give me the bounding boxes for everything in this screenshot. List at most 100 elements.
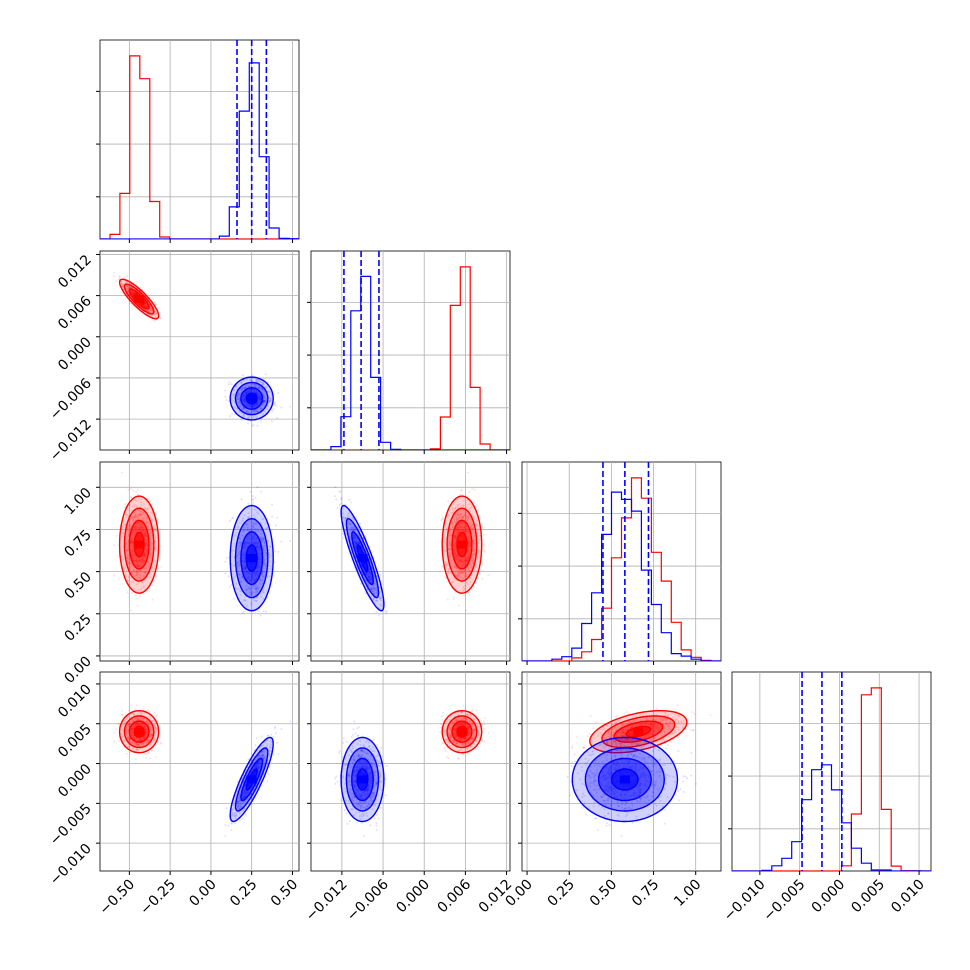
scatter-point	[243, 400, 246, 403]
scatter-point	[137, 564, 140, 567]
scatter-point	[456, 554, 459, 557]
histogram-series-0	[100, 55, 299, 239]
scatter-point	[460, 488, 463, 491]
scatter-point	[246, 529, 249, 531]
scatter-point	[254, 522, 257, 525]
scatter-point	[144, 303, 147, 306]
scatter-point	[448, 568, 450, 571]
scatter-point	[135, 529, 138, 531]
scatter-point	[145, 306, 148, 309]
scatter-point	[456, 517, 458, 520]
scatter-point	[458, 572, 461, 575]
scatter-point	[472, 552, 475, 555]
scatter-point	[250, 405, 253, 408]
scatter-point	[461, 581, 464, 584]
scatter-point	[269, 565, 272, 568]
scatter-point	[262, 563, 265, 566]
scatter-point	[248, 389, 251, 392]
scatter-point	[236, 398, 239, 401]
scatter-point	[141, 526, 144, 529]
scatter-point	[244, 551, 247, 554]
scatter-point	[227, 383, 230, 386]
scatter-point	[260, 388, 262, 391]
scatter-point	[255, 583, 257, 586]
scatter-point	[136, 521, 139, 524]
scatter-point	[464, 560, 467, 563]
scatter-point	[144, 535, 147, 537]
panel-frame	[310, 461, 511, 662]
scatter-point	[139, 510, 142, 513]
scatter-point	[253, 542, 256, 545]
scatter-point	[141, 558, 144, 560]
scatter-point	[254, 391, 257, 394]
scatter-point	[467, 539, 470, 542]
scatter-point	[259, 578, 262, 580]
scatter-point	[465, 573, 468, 576]
scatter-point	[456, 557, 459, 560]
scatter-point	[127, 540, 130, 543]
scatter-point	[135, 560, 138, 562]
scatter-point	[250, 379, 253, 382]
scatter-point	[452, 503, 455, 506]
scatter-point	[252, 389, 255, 392]
scatter-point	[143, 554, 146, 556]
scatter-point	[147, 563, 150, 566]
scatter-point	[269, 546, 272, 548]
scatter-point	[473, 542, 476, 545]
scatter-point	[146, 522, 149, 524]
scatter-point	[474, 549, 476, 552]
scatter-point	[253, 390, 256, 393]
scatter-point	[139, 521, 142, 524]
scatter-point	[152, 567, 155, 570]
scatter-point	[459, 521, 462, 524]
scatter-point	[255, 391, 258, 394]
scatter-point	[261, 576, 264, 579]
scatter-point	[118, 275, 121, 278]
scatter-point	[457, 530, 460, 533]
scatter-point	[245, 391, 247, 394]
scatter-point	[140, 523, 143, 526]
scatter-point	[250, 404, 253, 407]
scatter-point	[261, 537, 264, 539]
scatter-point	[227, 575, 230, 578]
scatter-point	[248, 587, 251, 590]
scatter-point	[483, 534, 485, 536]
scatter-point	[464, 559, 467, 562]
scatter-point	[257, 396, 260, 399]
scatter-point	[255, 546, 258, 548]
scatter-point	[257, 385, 260, 387]
scatter-point	[464, 530, 467, 533]
scatter-point	[257, 393, 260, 396]
scatter-point	[460, 528, 462, 531]
scatter-point	[144, 305, 147, 308]
scatter-point	[255, 403, 258, 406]
scatter-point	[262, 570, 265, 573]
scatter-point	[472, 527, 474, 530]
scatter-point	[246, 537, 249, 540]
scatter-point	[457, 529, 460, 532]
scatter-point	[460, 521, 463, 524]
scatter-point	[244, 386, 247, 389]
scatter-point	[254, 528, 257, 531]
scatter-point	[128, 302, 131, 305]
scatter-point	[125, 281, 128, 284]
scatter-point	[262, 400, 265, 403]
scatter-point	[265, 565, 267, 567]
scatter-point	[451, 507, 454, 510]
scatter-point	[149, 307, 152, 310]
scatter-point	[334, 495, 337, 498]
scatter-point	[232, 564, 235, 567]
scatter-point	[470, 566, 473, 568]
scatter-point	[258, 566, 261, 569]
scatter-point	[138, 528, 141, 531]
scatter-point	[268, 564, 271, 567]
scatter-point	[131, 539, 134, 541]
scatter-point	[252, 405, 255, 408]
scatter-point	[136, 561, 139, 564]
scatter-point	[143, 532, 146, 535]
scatter-point	[137, 488, 139, 491]
scatter-point	[133, 552, 136, 555]
scatter-point	[453, 534, 456, 537]
scatter-point	[139, 578, 142, 581]
scatter-point	[456, 528, 459, 531]
